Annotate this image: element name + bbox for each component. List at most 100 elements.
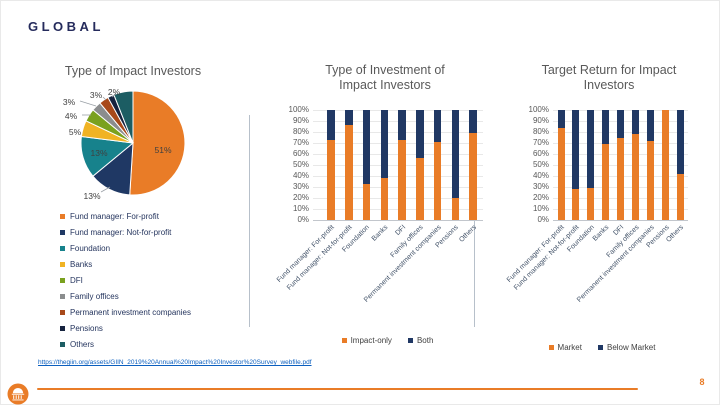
legend-swatch: [60, 277, 65, 283]
section-divider-right: [474, 115, 475, 327]
y-axis-tick-label: 20%: [532, 193, 549, 202]
section-divider-left: [249, 115, 250, 327]
legend-item: Foundation: [60, 240, 191, 256]
legend-label: Foundation: [70, 243, 111, 253]
pie-label-leader-line: [100, 186, 111, 193]
investment-chart-title: Type of Investment of Impact Investors: [293, 63, 477, 93]
bar-segment: [398, 139, 406, 220]
bar-segment: [632, 110, 639, 135]
legend-item: Family offices: [60, 288, 191, 304]
bar-segment: [345, 110, 353, 126]
legend-label: Pensions: [70, 323, 103, 333]
investment-chart-legend: Impact-only Both: [295, 336, 480, 345]
bar-segment: [646, 110, 654, 141]
legend-item: Market: [548, 343, 582, 352]
bar-segment: [557, 110, 565, 128]
bar-segment: [398, 110, 406, 140]
y-axis-tick-label: 30%: [532, 182, 549, 191]
page-number: 8: [699, 377, 705, 387]
pie-data-label: 13%: [83, 191, 100, 201]
legend-item: DFI: [60, 272, 191, 288]
gridline: [313, 165, 483, 166]
pie-slice: [129, 90, 186, 196]
gridline: [313, 209, 483, 210]
legend-swatch: [60, 325, 65, 331]
bar-segment: [416, 158, 424, 220]
legend-label: Market: [557, 343, 582, 352]
bar-segment: [617, 110, 625, 138]
bar-segment: [632, 134, 639, 220]
y-axis-tick-label: 100%: [528, 105, 549, 114]
pie-data-label: 3%: [63, 97, 76, 107]
legend-item: Both: [407, 336, 434, 345]
y-axis-tick-label: 10%: [292, 204, 309, 213]
bar-segment: [380, 110, 388, 179]
legend-label: DFI: [70, 275, 83, 285]
target-return-chart-title-line1: Target Return for Impact: [541, 63, 677, 77]
y-axis-tick-label: 40%: [292, 171, 309, 180]
y-axis-tick-label: 20%: [292, 193, 309, 202]
y-axis-tick-label: 30%: [292, 182, 309, 191]
pie-label-leader-line: [102, 96, 107, 101]
legend-item: Fund manager: Not-for-profit: [60, 224, 191, 240]
legend-item: Fund manager: For-profit: [60, 208, 191, 224]
legend-label: Permanent investment companies: [70, 307, 191, 317]
bar-segment: [676, 173, 684, 220]
pie-chart: 51% 13% 13% 5% 4% 3% 3% 2%: [63, 87, 186, 201]
investment-chart: 0% 10% 20% 30% 40% 50% 60% 70% 80% 90% 100% Fund ma…: [276, 105, 483, 304]
bar-segment: [676, 110, 684, 174]
y-axis-tick-label: 40%: [532, 171, 549, 180]
bar-segment: [433, 141, 442, 220]
y-axis-tick-label: 0%: [297, 215, 309, 224]
bar-segment: [451, 110, 459, 198]
pie-data-label: 2%: [108, 87, 121, 97]
bar-segment: [469, 133, 477, 220]
bar-segment: [327, 139, 335, 220]
y-axis-tick-label: 70%: [532, 138, 549, 147]
legend-swatch: [60, 261, 65, 267]
footer-accent-line: [37, 388, 638, 390]
pie-data-label: 3%: [90, 90, 103, 100]
bar-segment: [469, 110, 477, 134]
legend-item: Impact-only: [341, 336, 392, 345]
legend-label: Fund manager: For-profit: [70, 211, 159, 221]
x-axis-label: Fund manager: For-profit: [505, 224, 566, 284]
legend-swatch: [60, 245, 65, 251]
y-axis-tick-label: 100%: [288, 105, 309, 114]
pie-data-label: 4%: [65, 111, 78, 121]
pie-chart-title: Type of Impact Investors: [64, 64, 202, 78]
gridline: [313, 110, 483, 111]
y-axis-tick-label: 80%: [292, 127, 309, 136]
legend-item: Pensions: [60, 320, 191, 336]
y-axis-tick-label: 90%: [532, 116, 549, 125]
bar-segment: [345, 125, 353, 220]
legend-item: Below Market: [597, 343, 656, 352]
x-axis-label: Fund manager: Not-for-profit: [513, 224, 581, 292]
legend-label: Fund manager: Not-for-profit: [70, 227, 172, 237]
bar-segment: [587, 188, 595, 220]
pie-data-label: 5%: [69, 127, 82, 137]
target-return-chart-title-line2: Investors: [583, 78, 635, 92]
pie-slice: [113, 90, 134, 144]
legend-label: Below Market: [606, 343, 656, 352]
x-axis-line: [553, 220, 688, 221]
investment-chart-title-line2: Impact Investors: [339, 78, 431, 92]
source-link[interactable]: https://thegiin.org/assets/GIIN_2019%20A…: [38, 359, 312, 366]
bar-segment: [661, 110, 669, 220]
legend-swatch: [548, 345, 554, 350]
target-return-chart-title: Target Return for Impact Investors: [513, 63, 705, 93]
bar-segment: [362, 183, 371, 220]
gridline: [313, 187, 483, 188]
gridline: [313, 198, 483, 199]
gridline: [313, 132, 483, 133]
x-axis-line: [313, 220, 483, 221]
pie-legend: Fund manager: For-profit Fund manager: No…: [60, 208, 191, 352]
bar-segment: [327, 110, 335, 140]
bar-segment: [433, 110, 442, 142]
legend-label: Both: [416, 336, 434, 345]
legend-swatch: [597, 345, 603, 350]
legend-label: Banks: [70, 259, 93, 269]
legend-label: Family offices: [70, 291, 119, 301]
rotunda-icon: [7, 383, 29, 405]
